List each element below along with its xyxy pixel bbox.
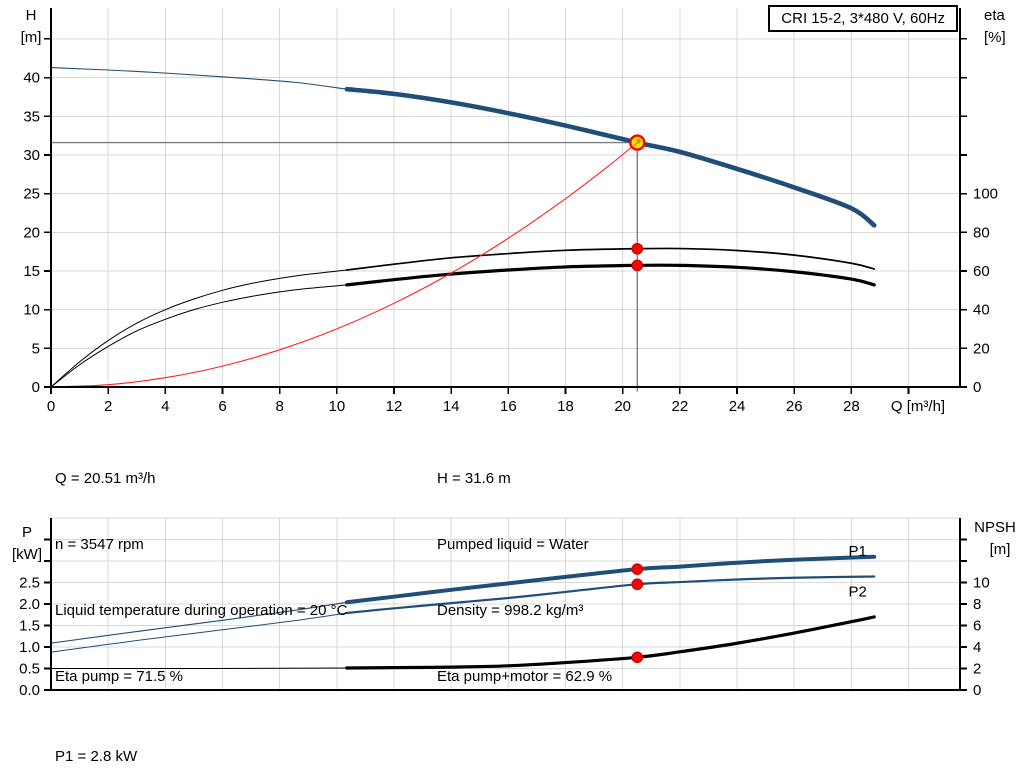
y-right-tick-label: 40	[973, 302, 990, 319]
x-tick-label: 24	[729, 398, 746, 415]
series-p1-curve	[344, 554, 877, 605]
series-head-curve	[344, 86, 877, 228]
y-left-tick-label: 0	[32, 379, 40, 396]
x-tick-label: 0	[47, 398, 55, 415]
series-npsh-extension	[50, 667, 348, 670]
series-eta-pump-motor-curve	[345, 263, 876, 287]
operating-point-dot	[631, 259, 644, 272]
y-right-tick-label: 4	[973, 639, 981, 656]
operating-point-dot	[631, 651, 644, 664]
y-right-axis-title: [%]	[984, 29, 1006, 46]
x-tick-label: 16	[500, 398, 517, 415]
y-right-tick-label: 60	[973, 263, 990, 280]
x-tick-label: 28	[843, 398, 860, 415]
operating-point-dot	[631, 242, 644, 255]
y-right-axis-title: NPSH	[974, 519, 1016, 536]
y-left-tick-label: 25	[23, 186, 40, 203]
y-left-axis-title: H	[26, 7, 37, 24]
y-left-tick-label: 35	[23, 108, 40, 125]
series-head-curve-extension	[50, 67, 348, 90]
y-left-tick-label: 0.0	[19, 682, 40, 699]
x-tick-label: 22	[672, 398, 689, 415]
y-right-tick-label: 10	[973, 575, 990, 592]
power-npsh-chart: 0.0 0.5 1.0 1.5 2.0 2.5 0 2 4 6 8 10 P [kW] NPSH [m] P1 P…	[12, 517, 1016, 699]
y-right-tick-label: 0	[973, 682, 981, 699]
info-line-density: Density = 998.2 kg/m³	[437, 602, 584, 619]
head-eta-chart: 0 2 4 6 8 10 12 14 16 18 20 22 24 26 28051015202530354…	[21, 7, 1006, 415]
series-p1-extension	[50, 601, 348, 644]
y-left-tick-label: 2.5	[19, 575, 40, 592]
info-line-p1: P1 = 2.8 kW	[55, 748, 138, 765]
x-tick-label: 4	[161, 398, 169, 415]
x-axis-title: Q [m³/h]	[891, 398, 945, 415]
y-left-axis-title: P	[22, 524, 32, 541]
y-left-tick-label: 5	[32, 340, 40, 357]
series-p2-curve	[345, 575, 876, 615]
info-line-liquid: Pumped liquid = Water	[437, 536, 589, 553]
x-tick-label: 10	[329, 398, 346, 415]
y-right-tick-label: 0	[973, 379, 981, 396]
x-tick-label: 20	[614, 398, 631, 415]
duty-info-left: Q = 20.51 m³/h n = 3547 rpm Liquid tempe…	[55, 424, 347, 732]
x-tick-label: 6	[218, 398, 226, 415]
info-line-speed: n = 3547 rpm	[55, 536, 144, 553]
duty-arrow-icon	[633, 138, 641, 147]
y-left-tick-label: 40	[23, 70, 40, 87]
y-right-tick-label: 2	[973, 661, 981, 678]
info-line-head: H = 31.6 m	[437, 470, 511, 487]
duty-info-right: H = 31.6 m Pumped liquid = Water Density…	[437, 424, 612, 732]
y-left-tick-label: 30	[23, 147, 40, 164]
y-left-tick-label: 1.0	[19, 639, 40, 656]
y-left-tick-label: 1.5	[19, 618, 40, 635]
series-system-load-curve	[50, 142, 638, 388]
y-left-tick-label: 0.5	[19, 661, 40, 678]
y-right-tick-label: 100	[973, 186, 998, 203]
operating-point-dot	[631, 563, 644, 575]
series-eta-pump-extension	[50, 269, 348, 388]
y-right-axis-title: [m]	[990, 541, 1011, 558]
y-right-tick-label: 8	[973, 596, 981, 613]
y-left-axis-title: [m]	[21, 29, 42, 46]
x-tick-label: 18	[557, 398, 574, 415]
x-tick-label: 8	[276, 398, 284, 415]
y-right-tick-label: 80	[973, 224, 990, 241]
x-tick-label: 2	[104, 398, 112, 415]
y-right-tick-label: 6	[973, 618, 981, 635]
y-left-axis-title: [kW]	[12, 546, 42, 563]
y-left-tick-label: 10	[23, 302, 40, 319]
info-line-temperature: Liquid temperature during operation = 20…	[55, 602, 348, 619]
x-tick-label: 26	[786, 398, 803, 415]
series-eta-pump-motor-extension	[50, 284, 348, 388]
series-label-p1: P1	[849, 543, 867, 560]
info-line-eta-pump: Eta pump = 71.5 %	[55, 668, 183, 685]
pump-title-box: CRI 15-2, 3*480 V, 60Hz	[768, 5, 958, 32]
y-left-tick-label: 2.0	[19, 596, 40, 613]
x-tick-label: 12	[386, 398, 403, 415]
series-p2-extension	[50, 612, 348, 653]
y-right-axis-title: eta	[984, 7, 1006, 24]
y-left-tick-label: 15	[23, 263, 40, 280]
x-tick-label: 14	[443, 398, 460, 415]
power-info-block: P1 = 2.8 kW P2 = 2.464 kW NPSH = 3.04 m	[55, 702, 160, 781]
operating-point-dot	[631, 578, 644, 591]
series-label-p2: P2	[849, 584, 867, 601]
y-right-tick-label: 20	[973, 340, 990, 357]
info-line-eta-total: Eta pump+motor = 62.9 %	[437, 668, 613, 685]
y-left-tick-label: 20	[23, 224, 40, 241]
info-line-q: Q = 20.51 m³/h	[55, 470, 156, 487]
